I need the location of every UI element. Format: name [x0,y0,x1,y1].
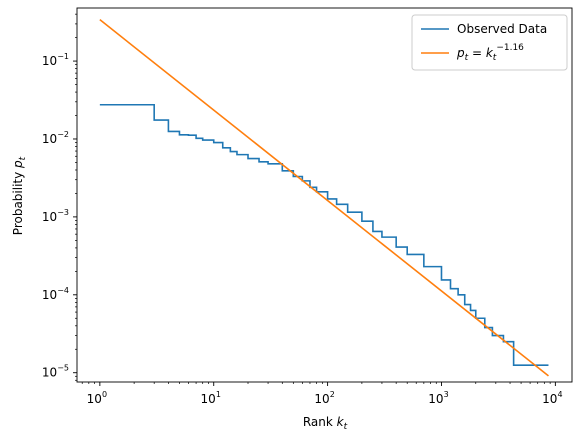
y-tick-label: 10−2 [42,130,69,146]
x-tick-label: 100 [87,390,107,406]
series-power-law-fit-line [99,19,549,377]
y-tick-label: 10−1 [42,52,69,68]
y-tick-label: 10−4 [42,286,69,302]
y-tick-label: 10−5 [42,364,69,380]
legend-label-observed: Observed Data [457,22,547,36]
legend: Observed Data pt = kt−1.16 [411,14,568,71]
y-axis-label: Probability pt [11,156,28,235]
legend-label-powerlaw: pt = kt−1.16 [456,43,524,63]
plot-area [99,19,549,377]
x-tick-label: 103 [428,390,448,406]
x-tick-label: 104 [542,390,562,406]
series-observed-data-line [99,103,549,366]
x-tick-label: 101 [201,390,221,406]
legend-box [411,14,568,71]
x-tick-label: 102 [314,390,334,406]
plot-frame [76,7,573,383]
x-axis-label: Rank kt [303,415,348,432]
y-tick-label: 10−3 [42,208,69,224]
axes: 100 101 102 103 104 10−5 10−4 10−3 10−2 10−1 [42,7,573,406]
